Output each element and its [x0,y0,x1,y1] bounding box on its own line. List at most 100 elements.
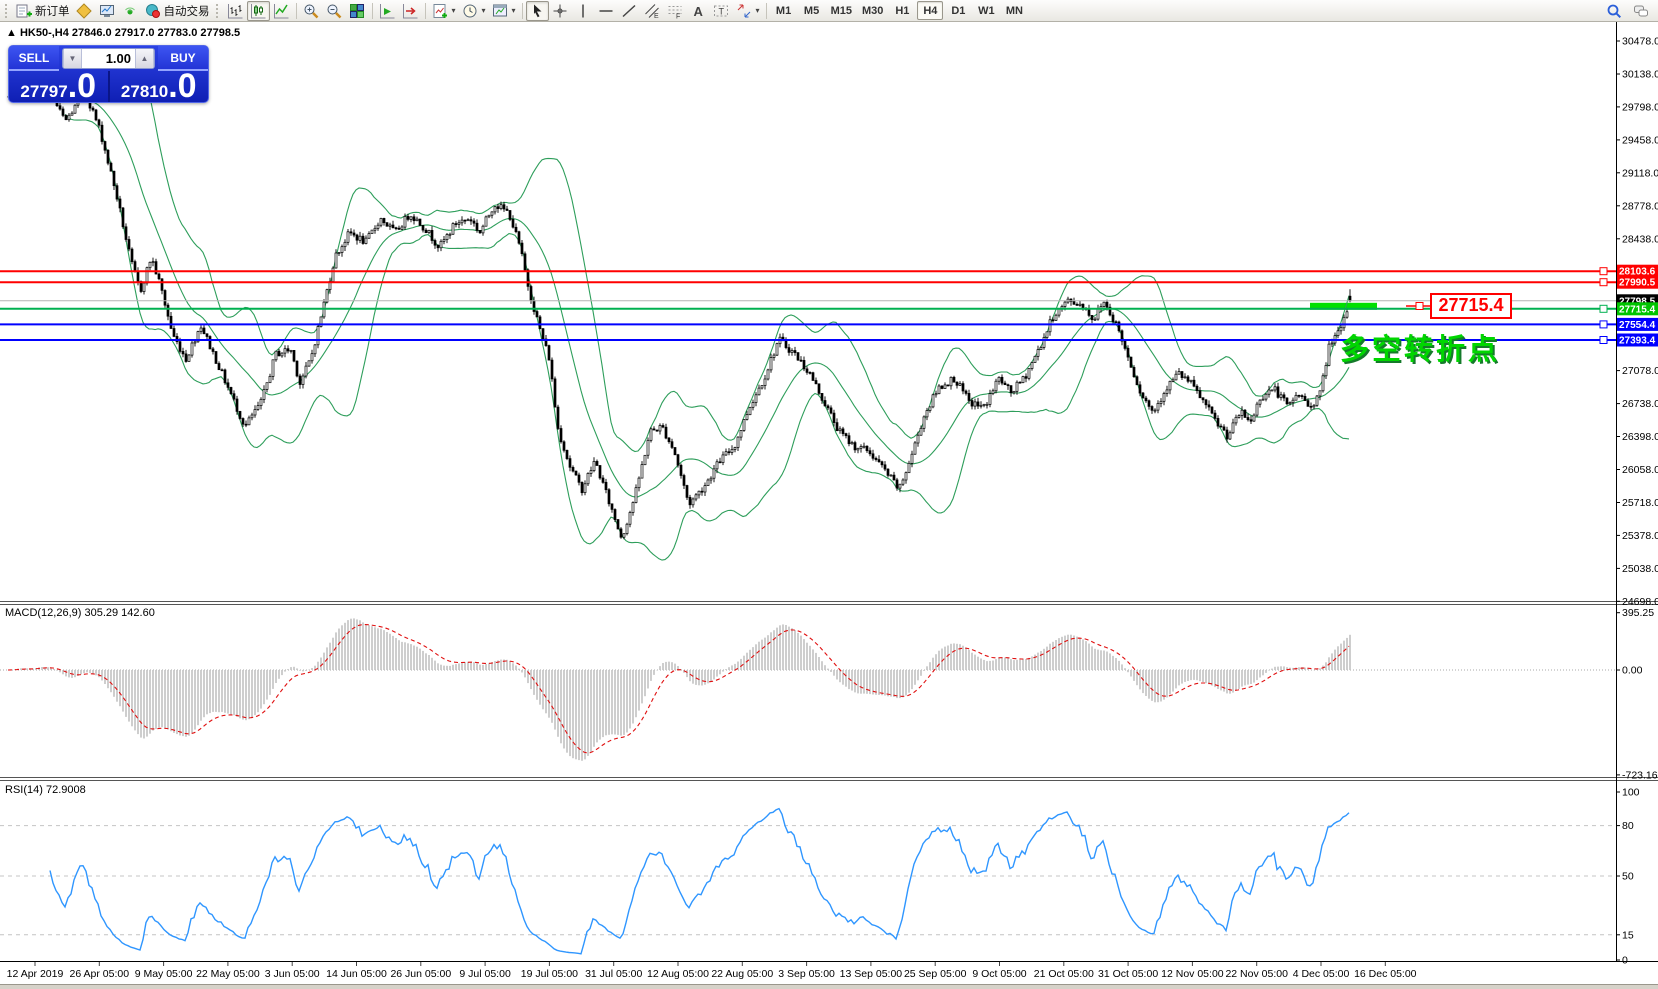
sell-button[interactable]: SELL [9,46,59,71]
macd-tick-label: -723.16 [1622,769,1658,781]
line-chart-icon [274,3,289,18]
chart-title: ▲ HK50-,H4 27846.0 27917.0 27783.0 27798… [6,27,240,39]
zoom-in-button[interactable] [300,1,323,21]
time-tick-label: 12 Nov 05:00 [1161,968,1224,980]
line-end-handle[interactable] [1599,320,1608,329]
periods-button[interactable]: ▾ [459,1,489,21]
line-chart-button[interactable] [270,1,293,21]
turning-point-highlight-bar[interactable] [1310,302,1377,310]
dropdown-arrow-icon: ▾ [511,6,516,15]
time-tick-label: 3 Jun 05:00 [265,968,320,980]
text-label-button[interactable]: T [710,1,733,21]
separator [424,2,426,19]
time-tick-label: 22 Aug 05:00 [711,968,773,980]
signals-button[interactable] [119,1,142,21]
auto-trading-button[interactable]: 自动交易 [142,1,213,21]
chart-shift-button[interactable] [399,1,422,21]
timeframe-d1[interactable]: D1 [945,1,971,20]
volume-increase-button[interactable]: ▲ [135,49,154,68]
text-button[interactable]: A [687,1,710,21]
new-order-label: 新订单 [35,5,70,18]
bollinger-upper-band[interactable] [64,46,1350,453]
dropdown-arrow-icon: ▾ [451,6,456,15]
time-tick-label: 31 Jul 05:00 [585,968,642,980]
price-tag [1617,302,1658,316]
line-end-handle[interactable] [1599,304,1608,313]
rsi-line[interactable] [49,807,1350,955]
toolbar-right [1602,1,1652,21]
crosshair-button[interactable] [549,1,572,21]
timeframe-m1[interactable]: M1 [771,1,797,20]
cursor-button[interactable] [525,0,549,21]
toolbar-grip [5,3,10,18]
timeframe-m15[interactable]: M15 [827,1,856,20]
timeframe-m30[interactable]: M30 [858,1,887,20]
trendline-button[interactable] [618,1,641,21]
horizontal-line-button[interactable] [595,1,618,21]
volume-input[interactable] [82,49,135,68]
timeframe-h1[interactable]: H1 [889,1,915,20]
timeframe-m5[interactable]: M5 [799,1,825,20]
terminal-button[interactable] [96,1,119,21]
equidistant-channel-button[interactable]: E [641,1,664,21]
indicators-button[interactable]: ▾ [429,1,459,21]
one-click-trading-panel: SELL ▼ ▲ BUY 27797 .0 27810 .0 [8,45,209,103]
timeframe-h4[interactable]: H4 [917,1,944,20]
bollinger-middle-band[interactable] [64,95,1350,498]
price-tag-label: 28103.6 [1619,267,1656,278]
search-button[interactable] [1602,1,1625,21]
history-center-button[interactable] [73,1,96,21]
svg-text:F: F [676,13,680,19]
price-tick-label: 29458.0 [1622,134,1658,146]
turning-point-annotation: 多空转折点 [1340,334,1501,366]
zoom-out-button[interactable] [323,1,346,21]
gold-diamond-icon [76,2,92,19]
price-tag-label: 27990.5 [1619,278,1656,289]
macd-signal-line[interactable] [7,624,1350,754]
line-end-handle[interactable] [1599,267,1608,276]
rsi-indicator-label: RSI(14) 72.9008 [5,784,86,796]
svg-text:A: A [694,4,704,19]
text-label-icon: T [714,5,729,16]
rsi-panel [0,807,1616,955]
template-icon [492,4,507,16]
cursor-icon [534,4,542,17]
buy-price[interactable]: 27810 .0 [110,69,209,102]
line-end-handle[interactable] [1599,278,1608,287]
price-callout-box[interactable]: 27715.4 [1430,293,1512,319]
zoom-out-icon [327,4,342,18]
time-tick-label: 12 Aug 05:00 [647,968,709,980]
search-icon [1607,4,1621,18]
auto-scroll-button[interactable] [376,1,399,21]
price-tick-label: 29118.0 [1622,167,1658,179]
sell-price[interactable]: 27797 .0 [9,69,110,102]
chat-button[interactable] [1629,1,1652,21]
crosshair-icon [553,4,567,17]
line-end-handle[interactable] [1599,336,1608,344]
templates-button[interactable]: ▾ [489,1,519,21]
volume-decrease-button[interactable]: ▼ [63,49,82,68]
timeframe-w1[interactable]: W1 [973,1,999,20]
arrows-button[interactable]: ▾ [733,1,763,21]
macd-panel [0,618,1616,761]
time-tick-label: 22 May 05:00 [196,968,260,980]
bar-chart-button[interactable] [224,1,247,21]
volume-stepper: ▼ ▲ [62,48,155,69]
new-order-button[interactable]: 新订单 [13,1,73,21]
candlestick-chart-icon [251,3,266,18]
dropdown-arrow-icon: ▾ [481,6,486,15]
fibonacci-button[interactable]: F [664,1,687,21]
candlestick-chart-button[interactable] [246,0,270,21]
tile-windows-icon [350,3,364,18]
buy-button[interactable]: BUY [158,46,208,71]
bollinger-lower-band[interactable] [64,113,1350,561]
timeframe-mn[interactable]: MN [1001,1,1027,20]
callout-anchor-handle[interactable] [1415,302,1424,310]
price-tick-label: 24698.0 [1622,596,1658,608]
price-tag [1617,275,1658,289]
vertical-line-button[interactable] [572,1,595,21]
rsi-tick-label: 15 [1622,929,1634,941]
time-tick-label: 31 Oct 05:00 [1098,968,1158,980]
tile-windows-button[interactable] [346,1,369,21]
